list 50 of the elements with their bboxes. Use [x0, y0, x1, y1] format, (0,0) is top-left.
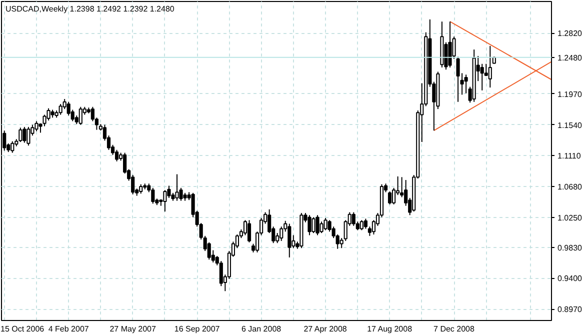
candlestick — [18, 127, 22, 143]
x-tick-label: 27 May 2007 — [110, 324, 157, 334]
candlestick — [488, 45, 492, 88]
candlestick — [352, 212, 356, 226]
y-tick-label: 1.0680 — [558, 182, 583, 192]
y-tick-label: 1.1970 — [558, 90, 583, 99]
x-tick-label: 17 Aug 2008 — [367, 324, 413, 334]
candlestick — [308, 214, 312, 236]
candlestick — [10, 140, 14, 154]
candlestick — [324, 217, 328, 231]
candlestick — [78, 106, 82, 126]
candlestick — [392, 187, 396, 205]
y-tick-label: 1.1110 — [558, 152, 582, 161]
candlestick — [151, 187, 155, 204]
y-tick-label: 0.8970 — [558, 305, 583, 314]
candlestick — [448, 21, 452, 68]
candlestick — [114, 149, 119, 162]
candlestick — [163, 190, 167, 212]
ref-line-label: 1.2480 — [558, 53, 583, 62]
candlestick — [280, 226, 284, 242]
candlestick — [288, 223, 292, 258]
candlestick — [26, 126, 30, 146]
y-tick-label: 1.2820 — [558, 29, 583, 38]
candlestick — [456, 56, 460, 102]
y-tick-label: 1.0250 — [558, 213, 583, 222]
y-tick-label: 0.9830 — [558, 243, 583, 252]
candlestick — [207, 242, 211, 260]
y-tick-label: 1.1540 — [558, 120, 583, 130]
y-tick-label: 0.9400 — [558, 274, 583, 284]
candlestick — [480, 63, 484, 91]
chart-title: USDCAD,Weekly 1.2398 1.2492 1.2392 1.2480 — [6, 4, 175, 14]
x-tick-label: 15 Oct 2006 — [0, 324, 45, 334]
candlestick — [312, 216, 316, 234]
candlestick — [34, 120, 38, 132]
x-tick-label: 4 Feb 2007 — [48, 324, 90, 334]
candlestick — [22, 126, 26, 144]
candlestick — [360, 220, 364, 231]
x-tick-label: 16 Sep 2007 — [174, 324, 220, 334]
candlestick — [464, 74, 468, 94]
x-tick-label: 27 Apr 2008 — [304, 324, 348, 334]
candlestick — [320, 221, 324, 234]
candlestick — [175, 174, 179, 202]
candlestick — [316, 214, 320, 236]
x-tick-label: 6 Jan 2008 — [242, 324, 282, 334]
candlestick — [247, 220, 252, 243]
x-tick-label: 7 Dec 2008 — [434, 324, 476, 334]
candlestick — [388, 190, 392, 205]
candlestick — [139, 184, 143, 194]
candlestick — [219, 260, 223, 287]
candlestick — [484, 63, 488, 77]
